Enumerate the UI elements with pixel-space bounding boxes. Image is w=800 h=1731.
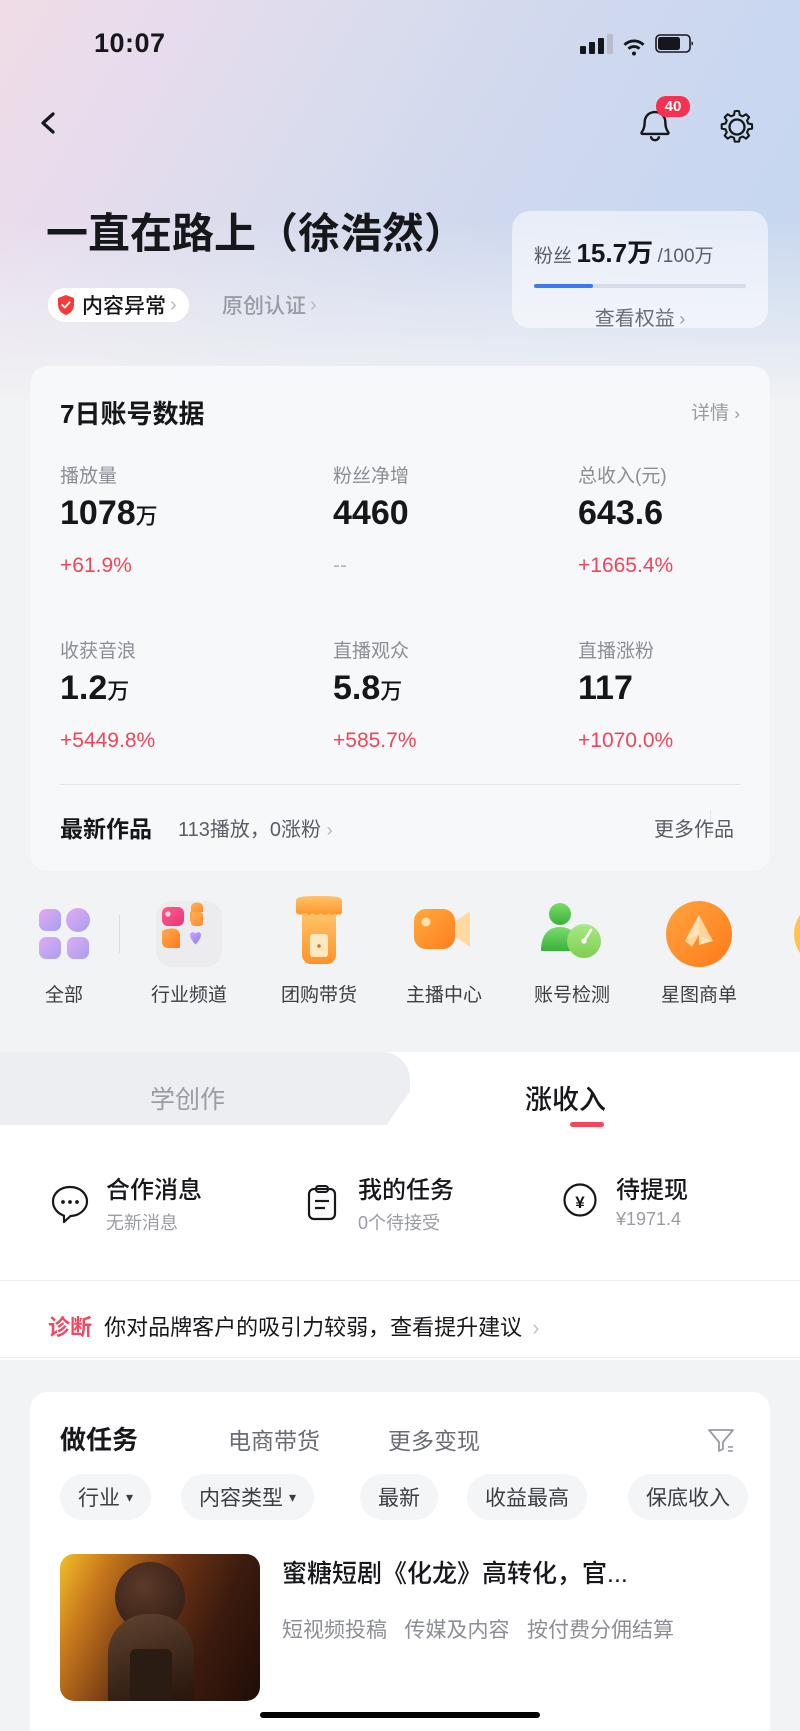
svg-text:¥: ¥ (575, 1193, 585, 1212)
